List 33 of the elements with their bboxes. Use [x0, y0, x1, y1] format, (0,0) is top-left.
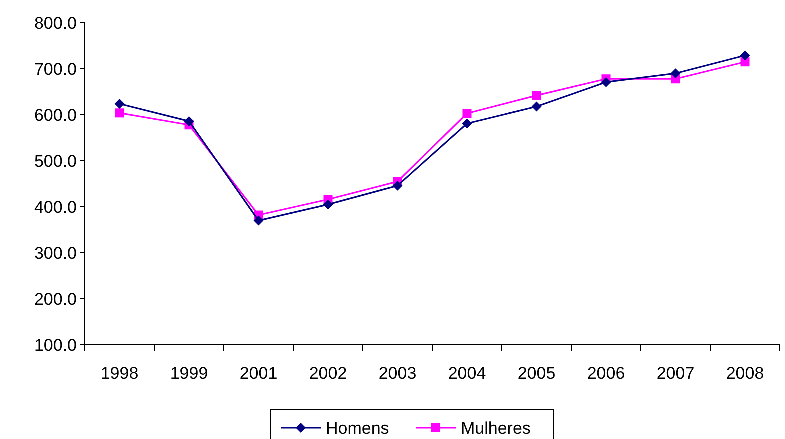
x-tick-label: 2001	[240, 364, 278, 383]
y-tick-label: 400.0	[34, 198, 77, 217]
x-tick-label: 2004	[448, 364, 486, 383]
point	[601, 77, 612, 88]
y-tick-label: 800.0	[34, 14, 77, 33]
point	[184, 116, 194, 126]
x-tick-label: 1998	[100, 364, 139, 383]
point	[532, 91, 542, 100]
point	[114, 98, 125, 109]
point	[392, 180, 403, 191]
point	[740, 50, 750, 61]
y-tick-label: 100.0	[34, 336, 77, 355]
x-tick-label: 2006	[587, 364, 626, 383]
x-tick-label: 2008	[726, 364, 764, 383]
y-tick-label: 200.0	[34, 290, 77, 309]
point	[323, 200, 334, 210]
point	[670, 68, 681, 79]
y-tick-label: 700.0	[34, 60, 77, 79]
legend-label: Homens	[326, 418, 390, 438]
x-tick-label: 2007	[656, 364, 695, 383]
y-tick-label: 500.0	[34, 152, 77, 171]
x-tick-label: 2002	[309, 364, 348, 383]
point	[532, 102, 542, 112]
point	[462, 118, 472, 129]
y-tick-label: 600.0	[34, 106, 77, 125]
legend-label: Mulheres	[461, 418, 531, 438]
point	[254, 216, 264, 226]
x-tick-label: 2003	[378, 364, 417, 383]
x-tick-label: 2005	[518, 364, 556, 383]
point	[462, 109, 472, 118]
x-tick-label: 1999	[170, 364, 208, 383]
point	[115, 108, 124, 118]
y-tick-label: 300.0	[34, 244, 77, 263]
